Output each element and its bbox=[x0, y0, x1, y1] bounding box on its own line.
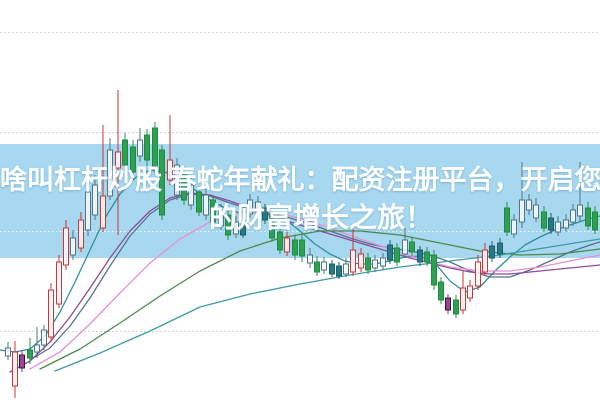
candle-hollow-slate-outline bbox=[321, 257, 327, 274]
candle-bullish-filled-green bbox=[424, 247, 430, 266]
candle-hollow-slate-outline bbox=[533, 198, 539, 222]
candle-hollow-slate-outline bbox=[577, 162, 583, 222]
candle-hollow-slate-outline bbox=[402, 228, 408, 258]
candle-bullish-filled-green bbox=[592, 206, 598, 234]
candle-hollow-slate-outline bbox=[526, 194, 532, 215]
candle-bullish-filled-green bbox=[144, 129, 150, 166]
candle-filled-dark-teal bbox=[336, 262, 342, 279]
candle-bullish-filled-green bbox=[365, 253, 371, 274]
candle-bullish-filled-green bbox=[269, 210, 275, 242]
candle-bearish-hollow-red bbox=[358, 248, 364, 272]
candle-bullish-filled-green bbox=[409, 237, 415, 256]
candle-bearish-hollow-red bbox=[350, 226, 356, 276]
candle-bearish-hollow-red bbox=[48, 283, 54, 342]
candle-hollow-slate-outline bbox=[563, 214, 569, 232]
candle-filled-purple bbox=[19, 350, 25, 372]
candle-bearish-hollow-red bbox=[63, 220, 69, 270]
candle-bearish-hollow-red bbox=[115, 90, 121, 235]
candle-bearish-hollow-red bbox=[284, 232, 290, 256]
candle-hollow-slate-outline bbox=[174, 158, 180, 200]
ma-purple-line bbox=[9, 192, 600, 373]
candle-bullish-filled-green bbox=[292, 235, 298, 260]
candle-filled-dark-teal bbox=[497, 238, 503, 258]
candle-bullish-filled-green bbox=[225, 210, 231, 240]
candle-hollow-slate-outline bbox=[372, 255, 378, 272]
candle-filled-dark-teal bbox=[262, 204, 268, 224]
candle-hollow-slate-outline bbox=[255, 196, 261, 216]
candle-bullish-filled-green bbox=[122, 133, 128, 170]
candle-filled-dark-teal bbox=[329, 260, 335, 277]
candle-bearish-hollow-red bbox=[12, 341, 18, 398]
candle-bullish-filled-green bbox=[504, 202, 510, 236]
candle-bullish-filled-green bbox=[585, 202, 591, 230]
candle-bearish-hollow-red bbox=[482, 243, 488, 276]
candle-bullish-filled-green bbox=[181, 166, 187, 205]
candle-hollow-slate-outline bbox=[570, 204, 576, 226]
candle-hollow-slate-outline bbox=[203, 188, 209, 220]
candle-hollow-slate-outline bbox=[41, 325, 47, 350]
candle-bullish-filled-green bbox=[431, 250, 437, 290]
candle-hollow-slate-outline bbox=[247, 194, 253, 218]
candle-bearish-hollow-red bbox=[475, 255, 481, 290]
ma-pink-line bbox=[29, 211, 600, 370]
candle-bullish-filled-green bbox=[152, 122, 158, 174]
candle-hollow-slate-outline bbox=[107, 138, 113, 200]
candle-bullish-filled-green bbox=[130, 140, 136, 178]
candle-bullish-filled-green bbox=[196, 186, 202, 216]
candle-hollow-slate-outline bbox=[307, 248, 313, 268]
candle-filled-purple bbox=[445, 294, 451, 314]
candle-hollow-slate-outline bbox=[92, 175, 98, 220]
candle-filled-dark-teal bbox=[489, 241, 495, 262]
candle-hollow-slate-outline bbox=[34, 327, 40, 358]
candle-bullish-filled-green bbox=[541, 206, 547, 232]
candle-bearish-hollow-red bbox=[460, 270, 466, 314]
candle-bearish-hollow-red bbox=[100, 125, 106, 232]
candle-filled-dark-teal bbox=[387, 240, 393, 264]
candle-hollow-slate-outline bbox=[555, 216, 561, 236]
candle-hollow-slate-outline bbox=[343, 258, 349, 277]
candle-bullish-filled-green bbox=[210, 195, 216, 228]
candle-hollow-slate-outline bbox=[511, 214, 517, 238]
candle-bearish-hollow-red bbox=[467, 280, 473, 302]
candle-hollow-slate-outline bbox=[188, 178, 194, 210]
candle-bullish-filled-green bbox=[314, 256, 320, 276]
candle-hollow-slate-outline bbox=[218, 204, 224, 230]
headline-line1: 啥叫杠杆炒股 春蛇年献礼：配资注册平台，开启您 bbox=[0, 165, 600, 195]
candle-hollow-slate-outline bbox=[70, 230, 76, 260]
ma-fast-teal-line bbox=[0, 169, 600, 353]
candle-filled-dark-teal bbox=[548, 213, 554, 234]
candle-bullish-filled-green bbox=[159, 145, 165, 220]
candle-bullish-filled-green bbox=[453, 295, 459, 318]
candle-hollow-slate-outline bbox=[137, 128, 143, 162]
candle-bullish-filled-green bbox=[299, 234, 305, 262]
candle-hollow-slate-outline bbox=[85, 180, 91, 236]
candle-bearish-hollow-red bbox=[56, 255, 62, 308]
ma-slate-line bbox=[29, 193, 600, 361]
headline-line2: 的财富增长之旅！ bbox=[208, 202, 433, 233]
candle-hollow-slate-outline bbox=[5, 342, 11, 360]
candle-hollow-slate-outline bbox=[233, 216, 239, 238]
candle-bearish-hollow-red bbox=[167, 115, 173, 185]
candle-filled-dark-teal bbox=[240, 220, 246, 238]
candle-filled-dark-teal bbox=[417, 246, 423, 266]
candle-bearish-hollow-red bbox=[78, 212, 84, 252]
ma-slow-teal-line bbox=[54, 238, 600, 372]
candle-bullish-filled-green bbox=[27, 338, 33, 364]
candle-bullish-filled-green bbox=[438, 277, 444, 304]
candle-hollow-slate-outline bbox=[519, 162, 525, 228]
candle-bullish-filled-green bbox=[394, 243, 400, 266]
candle-bullish-filled-green bbox=[277, 227, 283, 254]
candle-hollow-slate-outline bbox=[380, 253, 386, 270]
